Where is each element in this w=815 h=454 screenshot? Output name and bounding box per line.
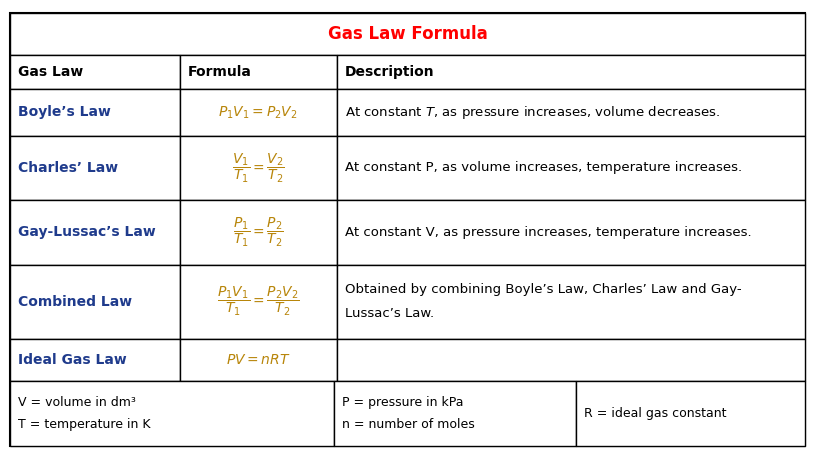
Text: At constant $\mathit{T}$, as pressure increases, volume decreases.: At constant $\mathit{T}$, as pressure in… [345, 104, 720, 121]
Bar [337, 89, 805, 136]
Text: $\dfrac{\mathit{V}_1}{\mathit{T}_1} = \dfrac{\mathit{V}_2}{\mathit{T}_2}$: $\dfrac{\mathit{V}_1}{\mathit{T}_1} = \d… [231, 151, 284, 184]
Text: $\dfrac{\mathit{P}_1}{\mathit{T}_1} = \dfrac{\mathit{P}_2}{\mathit{T}_2}$: $\dfrac{\mathit{P}_1}{\mathit{T}_1} = \d… [233, 216, 284, 249]
Text: V = volume in dm³: V = volume in dm³ [18, 396, 136, 409]
Bar [337, 200, 805, 265]
Bar [337, 136, 805, 200]
Text: Gas Law Formula: Gas Law Formula [328, 25, 487, 43]
Text: At constant V, as pressure increases, temperature increases.: At constant V, as pressure increases, te… [345, 226, 751, 239]
Bar [180, 136, 337, 200]
Bar [180, 89, 337, 136]
Text: Lussac’s Law.: Lussac’s Law. [345, 307, 434, 321]
Bar [10, 89, 180, 136]
Text: P = pressure in kPa: P = pressure in kPa [342, 396, 464, 409]
Bar [10, 381, 334, 446]
Text: Combined Law: Combined Law [18, 295, 132, 309]
Text: Obtained by combining Boyle’s Law, Charles’ Law and Gay-: Obtained by combining Boyle’s Law, Charl… [345, 283, 742, 296]
Text: $\mathit{P}_1\mathit{V}_1 = \mathit{P}_2\mathit{V}_2$: $\mathit{P}_1\mathit{V}_1 = \mathit{P}_2… [218, 104, 298, 121]
Text: At constant P, as volume increases, temperature increases.: At constant P, as volume increases, temp… [345, 162, 742, 174]
Text: Description: Description [345, 65, 434, 79]
Bar [180, 200, 337, 265]
Bar [334, 381, 576, 446]
Text: $\dfrac{\mathit{P}_1\mathit{V}_1}{\mathit{T}_1} = \dfrac{\mathit{P}_2\mathit{V}_: $\dfrac{\mathit{P}_1\mathit{V}_1}{\mathi… [217, 285, 300, 318]
Bar [180, 54, 337, 89]
Bar [337, 339, 805, 381]
Text: Gay-Lussac’s Law: Gay-Lussac’s Law [18, 225, 156, 239]
Bar [337, 265, 805, 339]
Bar [10, 136, 180, 200]
Text: Gas Law: Gas Law [18, 65, 83, 79]
Text: Formula: Formula [188, 65, 252, 79]
Bar [180, 339, 337, 381]
Text: $\mathit{PV} = n\mathit{RT}$: $\mathit{PV} = n\mathit{RT}$ [226, 353, 291, 367]
Text: T = temperature in K: T = temperature in K [18, 418, 151, 431]
Bar [10, 200, 180, 265]
Bar [10, 265, 180, 339]
Bar [10, 13, 805, 54]
Bar [576, 381, 805, 446]
Bar [10, 339, 180, 381]
Bar [337, 54, 805, 89]
Bar [10, 54, 180, 89]
Text: R = ideal gas constant: R = ideal gas constant [584, 407, 727, 420]
Text: Boyle’s Law: Boyle’s Law [18, 105, 111, 119]
Bar [180, 265, 337, 339]
Text: Ideal Gas Law: Ideal Gas Law [18, 353, 126, 367]
Text: Charles’ Law: Charles’ Law [18, 161, 118, 175]
Text: n = number of moles: n = number of moles [342, 418, 475, 431]
